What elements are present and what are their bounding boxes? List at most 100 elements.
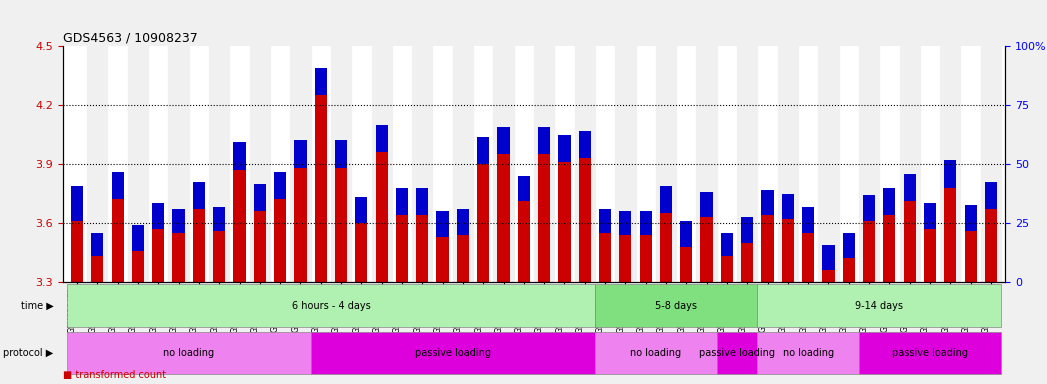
Bar <box>985 209 997 282</box>
Bar <box>193 209 205 282</box>
Bar <box>859 46 879 282</box>
FancyBboxPatch shape <box>757 331 859 374</box>
Bar <box>737 46 757 282</box>
Bar <box>904 174 916 201</box>
Bar <box>884 215 895 282</box>
Bar <box>87 46 108 282</box>
Bar <box>173 209 184 233</box>
FancyBboxPatch shape <box>67 284 595 327</box>
Bar <box>214 207 225 231</box>
Bar <box>802 233 815 282</box>
Bar <box>579 131 591 158</box>
Bar <box>169 46 188 282</box>
Bar <box>619 211 631 235</box>
Bar <box>884 188 895 215</box>
Bar <box>372 46 392 282</box>
Bar <box>290 46 311 282</box>
Bar <box>944 188 956 282</box>
Bar <box>335 141 348 168</box>
Bar <box>173 233 184 282</box>
FancyBboxPatch shape <box>595 284 757 327</box>
Bar <box>778 46 798 282</box>
Bar <box>413 46 432 282</box>
Bar <box>822 245 834 270</box>
Bar <box>681 221 692 247</box>
Bar <box>416 188 428 215</box>
Bar <box>904 201 916 282</box>
Bar <box>782 194 794 219</box>
Bar <box>294 168 307 282</box>
Bar <box>152 229 164 282</box>
Bar <box>376 152 387 282</box>
Bar <box>294 141 307 168</box>
Bar <box>822 270 834 282</box>
Bar <box>128 46 148 282</box>
Bar <box>720 233 733 257</box>
Text: passive loading: passive loading <box>699 348 775 358</box>
Bar <box>538 127 551 154</box>
Bar <box>274 199 286 282</box>
Bar <box>477 136 489 164</box>
Bar <box>112 199 124 282</box>
Bar <box>761 190 774 215</box>
Text: 9-14 days: 9-14 days <box>855 301 904 311</box>
Text: no loading: no loading <box>630 348 682 358</box>
Bar <box>71 185 83 221</box>
Bar <box>843 258 854 282</box>
Bar <box>315 95 327 282</box>
Bar <box>741 217 753 243</box>
Bar <box>655 46 676 282</box>
Bar <box>71 221 83 282</box>
Text: GDS4563 / 10908237: GDS4563 / 10908237 <box>63 32 198 45</box>
Bar <box>355 223 367 282</box>
Bar <box>640 235 651 282</box>
Bar <box>249 46 270 282</box>
Bar <box>558 134 571 162</box>
Bar <box>616 46 636 282</box>
Bar <box>819 46 839 282</box>
Bar <box>253 211 266 282</box>
Bar <box>899 46 920 282</box>
Bar <box>437 211 449 237</box>
Bar <box>681 247 692 282</box>
Bar <box>233 142 246 170</box>
Bar <box>579 158 591 282</box>
Bar <box>782 219 794 282</box>
FancyBboxPatch shape <box>859 331 1001 374</box>
Bar <box>456 209 469 235</box>
Text: passive loading: passive loading <box>415 348 491 358</box>
Bar <box>802 207 815 233</box>
FancyBboxPatch shape <box>595 331 717 374</box>
Text: protocol ▶: protocol ▶ <box>3 348 53 358</box>
Bar <box>558 162 571 282</box>
Text: no loading: no loading <box>163 348 215 358</box>
Bar <box>396 215 408 282</box>
Bar <box>985 182 997 209</box>
Bar <box>640 211 651 235</box>
Bar <box>619 235 631 282</box>
Bar <box>214 231 225 282</box>
Bar <box>315 68 327 95</box>
Bar <box>477 164 489 282</box>
Bar <box>660 185 672 213</box>
Bar <box>456 235 469 282</box>
FancyBboxPatch shape <box>717 331 757 374</box>
Bar <box>964 231 977 282</box>
Bar <box>452 46 473 282</box>
Bar <box>843 233 854 258</box>
Bar <box>335 168 348 282</box>
Bar <box>944 160 956 188</box>
Bar <box>538 154 551 282</box>
Bar <box>700 217 713 282</box>
Bar <box>497 154 510 282</box>
Bar <box>91 233 104 257</box>
Bar <box>599 233 611 282</box>
Bar <box>964 205 977 231</box>
FancyBboxPatch shape <box>67 331 311 374</box>
Bar <box>437 237 449 282</box>
Text: time ▶: time ▶ <box>21 301 53 311</box>
Text: no loading: no loading <box>782 348 833 358</box>
Bar <box>355 197 367 223</box>
Bar <box>152 204 164 229</box>
FancyBboxPatch shape <box>757 284 1001 327</box>
